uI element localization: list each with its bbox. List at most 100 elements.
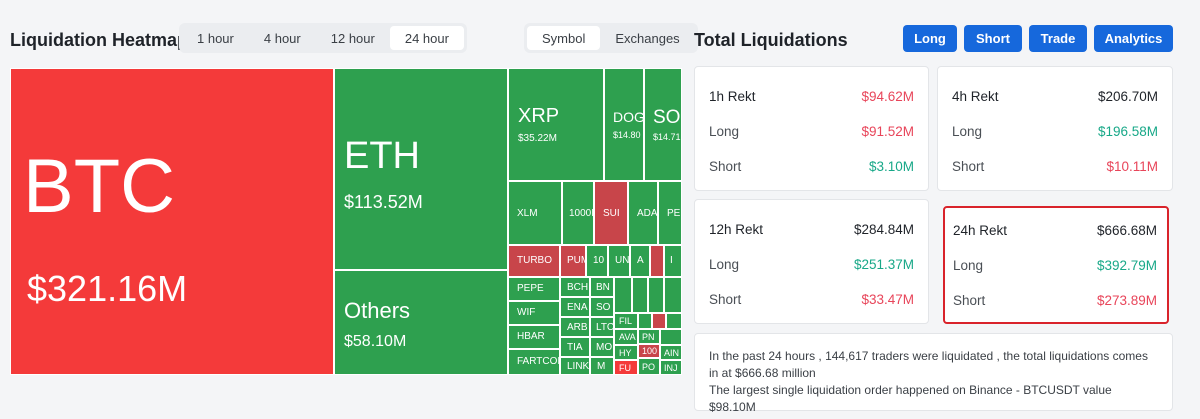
heatmap-cell-fu[interactable]: FU bbox=[614, 360, 638, 375]
grouping-selector: Symbol Exchanges bbox=[524, 23, 698, 53]
heatmap-cell-small-6[interactable] bbox=[638, 313, 652, 329]
heatmap-cell-turbo[interactable]: TURBO bbox=[508, 245, 560, 277]
heatmap-cell-small-2[interactable] bbox=[614, 277, 632, 313]
heatmap-cell-ena[interactable]: ENA bbox=[560, 297, 590, 317]
cell-symbol: AVA bbox=[619, 332, 636, 342]
heatmap-cell-mo[interactable]: MO bbox=[590, 337, 614, 357]
trade-button[interactable]: Trade bbox=[1029, 25, 1087, 52]
heatmap-cell-m[interactable]: M bbox=[590, 357, 614, 375]
heatmap-cell-small-3[interactable] bbox=[632, 277, 648, 313]
heatmap-cell-small-5[interactable] bbox=[664, 277, 682, 313]
heatmap-cell-small-7[interactable] bbox=[652, 313, 666, 329]
heatmap-cell-doge[interactable]: DOG $14.80 bbox=[604, 68, 644, 181]
heatmap-cell-bch[interactable]: BCH bbox=[560, 277, 590, 297]
card-short-value: $33.47M bbox=[861, 292, 914, 307]
heatmap-cell-fil[interactable]: FIL bbox=[614, 313, 638, 329]
cell-symbol: TURBO bbox=[517, 255, 552, 266]
heatmap-cell-fartcoin[interactable]: FARTCOI bbox=[508, 349, 560, 375]
cell-symbol: FIL bbox=[619, 316, 633, 326]
heatmap-cell-small-4[interactable] bbox=[648, 277, 664, 313]
heatmap-cell-so[interactable]: SO bbox=[590, 297, 614, 317]
cell-symbol: UN bbox=[615, 255, 630, 266]
card-long-value: $91.52M bbox=[861, 124, 914, 139]
cell-symbol: AIN bbox=[664, 348, 680, 358]
heatmap-cell-xlm[interactable]: XLM bbox=[508, 181, 562, 245]
card-long-label: Long bbox=[952, 124, 983, 139]
heatmap-cell-hy[interactable]: HY bbox=[614, 345, 638, 360]
cell-symbol: PN bbox=[642, 332, 655, 342]
heatmap-cell-pepe[interactable]: PEPE bbox=[508, 277, 560, 301]
card-short-label: Short bbox=[709, 292, 742, 307]
card-total-value: $94.62M bbox=[861, 89, 914, 104]
long-button[interactable]: Long bbox=[903, 25, 957, 52]
cell-symbol: SUI bbox=[603, 208, 620, 219]
card-label: 4h Rekt bbox=[952, 89, 999, 104]
cell-symbol: MO bbox=[596, 342, 613, 353]
heatmap-cell-ain[interactable]: AIN bbox=[660, 345, 682, 360]
timeframe-12h[interactable]: 12 hour bbox=[330, 30, 375, 46]
analytics-button[interactable]: Analytics bbox=[1094, 25, 1173, 52]
cell-symbol: HBAR bbox=[517, 331, 545, 342]
card-short-label: Short bbox=[952, 159, 985, 174]
card-short-value: $3.10M bbox=[868, 159, 914, 174]
cell-symbol: SO bbox=[596, 302, 611, 313]
heatmap-cell-eth[interactable]: ETH $113.52M bbox=[334, 68, 508, 270]
heatmap-cell-arb[interactable]: ARB bbox=[560, 317, 590, 337]
cell-symbol: XRP bbox=[518, 105, 560, 127]
rekt-card-1h: 1h Rekt $94.62M Long $91.52M Short $3.10M bbox=[694, 66, 929, 191]
cell-symbol: ENA bbox=[567, 302, 588, 313]
cell-value: $14.80 bbox=[613, 130, 641, 140]
cell-value: $35.22M bbox=[518, 133, 557, 144]
timeframe-1h[interactable]: 1 hour bbox=[197, 30, 234, 46]
heatmap-cell-sui[interactable]: SUI bbox=[594, 181, 628, 245]
cell-symbol: LINK bbox=[567, 361, 590, 372]
timeframe-4h[interactable]: 4 hour bbox=[263, 30, 301, 46]
heatmap-cell-pn[interactable]: PN bbox=[638, 329, 660, 344]
grouping-exchanges[interactable]: Exchanges bbox=[615, 30, 680, 46]
heatmap-cell-wif[interactable]: WIF bbox=[508, 301, 560, 325]
card-long-label: Long bbox=[709, 124, 740, 139]
cell-symbol: INJ bbox=[664, 363, 678, 373]
heatmap-cell-xrp[interactable]: XRP $35.22M bbox=[508, 68, 604, 181]
heatmap-cell-pe[interactable]: PE bbox=[658, 181, 682, 245]
heatmap-cell-100[interactable]: 100 bbox=[638, 344, 660, 358]
card-short-value: $273.89M bbox=[1096, 293, 1157, 308]
cell-value: $14.71 bbox=[653, 132, 681, 142]
heatmap-cell-i[interactable]: I bbox=[664, 245, 682, 277]
heatmap-cell-hbar[interactable]: HBAR bbox=[508, 325, 560, 349]
summary-line-2: The largest single liquidation order hap… bbox=[709, 383, 1112, 414]
heatmap-cell-btc[interactable]: BTC $321.16M bbox=[10, 68, 334, 375]
heatmap-cell-un[interactable]: UN bbox=[608, 245, 630, 277]
cell-symbol: I bbox=[670, 255, 673, 266]
cell-symbol: M bbox=[597, 361, 606, 372]
heatmap-cell-po[interactable]: PO bbox=[638, 358, 660, 375]
heatmap-cell-inj[interactable]: INJ bbox=[660, 360, 682, 375]
cell-symbol: DOG bbox=[613, 109, 644, 125]
heatmap-cell-tia[interactable]: TIA bbox=[560, 337, 590, 357]
grouping-symbol[interactable]: Symbol bbox=[527, 26, 601, 50]
heatmap-cell-small-8[interactable] bbox=[666, 313, 682, 329]
cell-symbol: LTC bbox=[596, 322, 614, 333]
heatmap-cell-others[interactable]: Others $58.10M bbox=[334, 270, 508, 375]
cell-value: $113.52M bbox=[344, 192, 423, 212]
heatmap-cell-small-9[interactable] bbox=[660, 329, 682, 345]
cell-symbol: 1000I bbox=[569, 208, 594, 219]
heatmap-cell-bn[interactable]: BN bbox=[590, 277, 614, 297]
liquidation-heatmap: BTC $321.16M ETH $113.52M Others $58.10M… bbox=[10, 68, 682, 375]
card-total-value: $206.70M bbox=[1097, 89, 1158, 104]
card-short-label: Short bbox=[709, 159, 742, 174]
timeframe-24h[interactable]: 24 hour bbox=[389, 26, 464, 50]
cell-symbol: FU bbox=[619, 363, 631, 373]
heatmap-cell-link[interactable]: LINK bbox=[560, 357, 590, 375]
short-button[interactable]: Short bbox=[964, 25, 1022, 52]
heatmap-cell-pum[interactable]: PUM bbox=[560, 245, 586, 277]
heatmap-cell-ada[interactable]: ADA bbox=[628, 181, 658, 245]
heatmap-cell-10[interactable]: 10 bbox=[586, 245, 608, 277]
heatmap-cell-ava[interactable]: AVA bbox=[614, 329, 638, 345]
heatmap-cell-1000[interactable]: 1000I bbox=[562, 181, 594, 245]
heatmap-cell-small-1[interactable] bbox=[650, 245, 664, 277]
heatmap-cell-sol[interactable]: SOL $14.71 bbox=[644, 68, 682, 181]
heatmap-cell-ltc[interactable]: LTC bbox=[590, 317, 614, 337]
heatmap-cell-a[interactable]: A bbox=[630, 245, 650, 277]
card-long-value: $392.79M bbox=[1096, 258, 1157, 273]
